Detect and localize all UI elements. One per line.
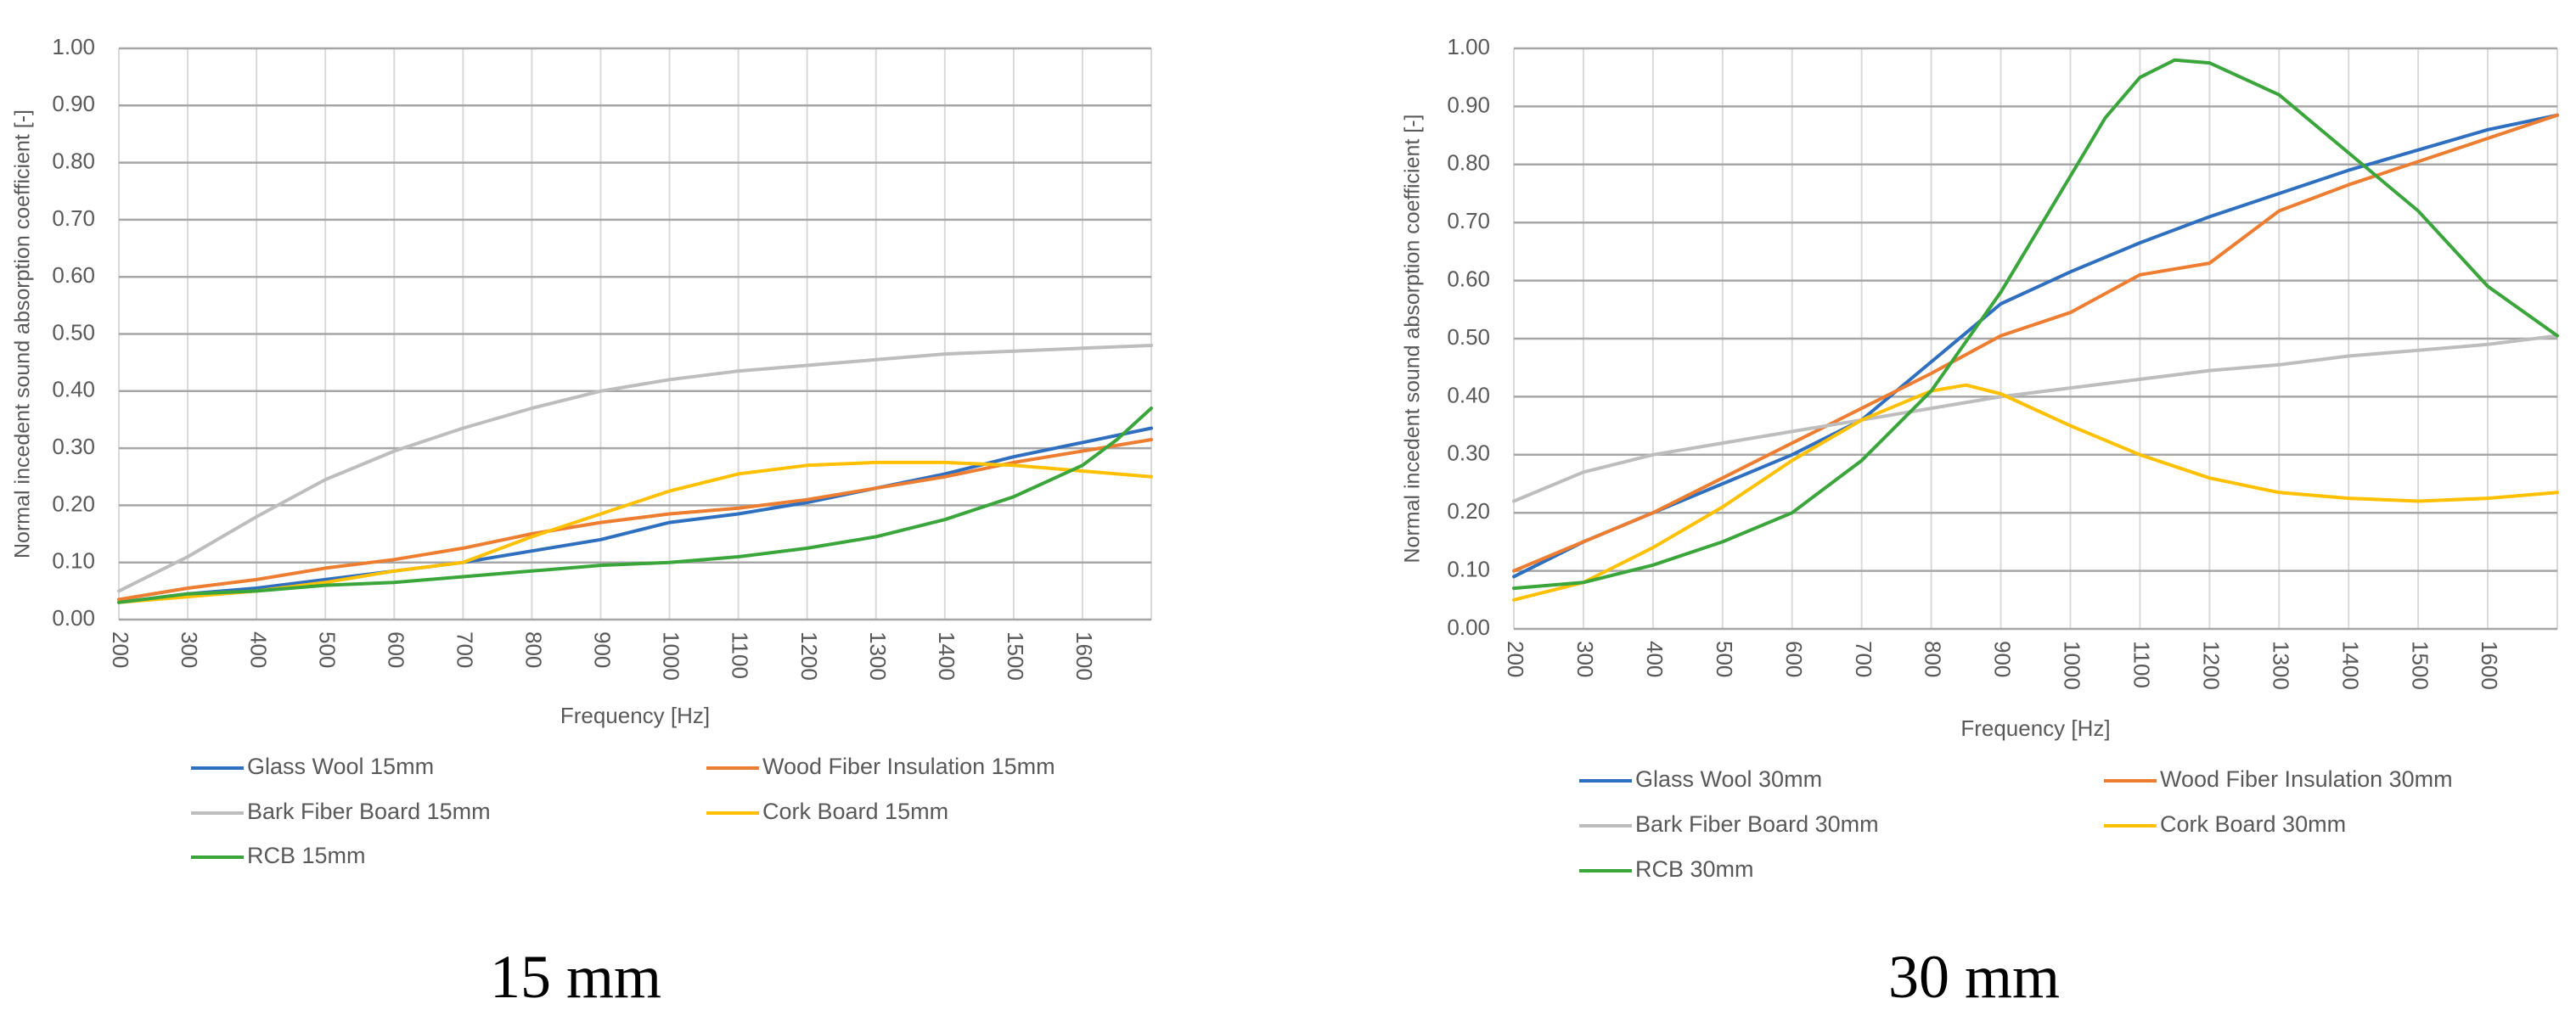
legend-item: Bark Fiber Board 15mm [191, 799, 491, 824]
legend-label: Glass Wool 30mm [1635, 766, 1822, 792]
x-tick-label: 1100 [2129, 641, 2155, 688]
x-tick-label: 300 [177, 631, 202, 668]
legend-item: Glass Wool 30mm [1579, 766, 1822, 792]
y-tick-label: 0.40 [52, 377, 95, 402]
y-tick-label: 0.60 [1447, 266, 1490, 291]
series-line-rcb-15mm [117, 407, 1153, 604]
x-tick-label: 400 [245, 631, 271, 668]
y-tick-label: 0.10 [52, 548, 95, 574]
legend-label: RCB 30mm [1635, 856, 1754, 882]
legend: Glass Wool 30mm Wood Fiber Insulation 30m… [1579, 766, 2453, 882]
y-tick-label: 1.00 [1447, 34, 1490, 59]
legend-item: Bark Fiber Board 30mm [1579, 811, 1879, 837]
legend-label: Cork Board 15mm [762, 799, 948, 824]
x-tick-label: 800 [521, 631, 547, 668]
series-line-bark-fiber-board-30mm [1512, 334, 2559, 503]
x-tick-label: 700 [452, 631, 477, 668]
series-line-wood-fiber-insulation-30mm [1512, 113, 2559, 573]
legend-label: Wood Fiber Insulation 30mm [2160, 766, 2453, 792]
y-tick-label: 0.70 [1447, 208, 1490, 233]
x-tick-label: 600 [1781, 641, 1807, 677]
x-tick-label: 1600 [1071, 631, 1097, 681]
legend-item: Wood Fiber Insulation 30mm [2104, 766, 2453, 792]
x-tick-label: 600 [383, 631, 408, 668]
y-tick-label: 0.60 [52, 262, 95, 288]
x-tick-label: 900 [590, 631, 616, 668]
x-tick-label: 1400 [2337, 641, 2363, 690]
series-line-wood-fiber-insulation-15mm [117, 438, 1153, 602]
y-tick-label: 0.80 [1447, 150, 1490, 176]
y-tick-label: 0.20 [1447, 498, 1490, 524]
y-tick-label: 0.50 [52, 319, 95, 345]
y-tick-label: 0.00 [1447, 614, 1490, 640]
series-line-glass-wool-30mm [1512, 113, 2559, 579]
x-tick-label: 1300 [865, 631, 891, 681]
series-line-rcb-30mm [1512, 58, 2559, 591]
panel-caption: 15 mm [490, 943, 661, 1011]
y-tick-label: 0.10 [1447, 556, 1490, 581]
legend: Glass Wool 15mm Wood Fiber Insulation 15m… [191, 754, 1055, 868]
y-tick-label: 0.70 [52, 205, 95, 231]
legend-item: RCB 30mm [1579, 856, 1754, 882]
x-tick-label: 500 [314, 631, 340, 668]
x-tick-label: 1500 [1003, 631, 1028, 681]
y-tick-label: 0.80 [52, 148, 95, 173]
x-tick-label: 1100 [728, 631, 753, 679]
y-tick-label: 0.20 [52, 491, 95, 516]
x-tick-label: 1500 [2407, 641, 2433, 690]
x-tick-label: 1600 [2477, 641, 2502, 690]
x-tick-label: 1200 [796, 631, 822, 681]
y-tick-label: 0.30 [1447, 440, 1490, 466]
panel-caption: 30 mm [1888, 943, 2060, 1011]
x-tick-label: 1300 [2268, 641, 2293, 690]
x-tick-label: 300 [1572, 641, 1598, 677]
legend-label: Bark Fiber Board 30mm [1635, 811, 1879, 837]
x-tick-label: 1000 [659, 631, 684, 681]
x-tick-label: 1000 [2060, 641, 2085, 690]
legend-label: RCB 15mm [247, 843, 366, 868]
x-tick-label: 500 [1712, 641, 1737, 677]
legend-item: Cork Board 15mm [706, 799, 948, 824]
y-tick-label: 0.40 [1447, 382, 1490, 407]
x-axis-title: Frequency [Hz] [560, 703, 710, 728]
x-axis-title: Frequency [Hz] [1960, 715, 2110, 741]
series-line-cork-board-30mm [1512, 383, 2559, 602]
x-tick-label: 1400 [934, 631, 959, 681]
legend-label: Wood Fiber Insulation 15mm [762, 754, 1055, 779]
y-tick-label: 0.90 [52, 91, 95, 116]
x-tick-label: 200 [108, 631, 133, 668]
series-line-bark-fiber-board-15mm [117, 344, 1153, 593]
y-tick-label: 0.90 [1447, 92, 1490, 117]
legend-item: Wood Fiber Insulation 15mm [706, 754, 1055, 779]
x-tick-label: 200 [1503, 641, 1528, 677]
x-tick-label: 800 [1921, 641, 1946, 677]
y-tick-label: 0.50 [1447, 324, 1490, 350]
legend-label: Bark Fiber Board 15mm [247, 799, 491, 824]
legend-item: Cork Board 30mm [2104, 811, 2346, 837]
x-tick-label: 700 [1851, 641, 1876, 677]
chart-panel-1: 200 300 400 500 600 700 800 900 1000 1100 1200 1300… [11, 34, 1153, 1011]
legend-item: RCB 15mm [191, 843, 366, 868]
x-tick-label: 1200 [2198, 641, 2224, 690]
legend-item: Glass Wool 15mm [191, 754, 434, 779]
y-tick-label: 0.30 [52, 434, 95, 459]
legend-label: Glass Wool 15mm [247, 754, 434, 779]
x-tick-label: 900 [1990, 641, 2016, 677]
y-axis-title: Normal incedent sound absorption coeffic… [11, 109, 35, 558]
legend-label: Cork Board 30mm [2160, 811, 2346, 837]
chart-panel-2: 200 300 400 500 600 700 800 900 1000 1100 1200 1300… [1401, 34, 2559, 1011]
y-tick-label: 0.00 [52, 605, 95, 631]
y-tick-label: 1.00 [52, 34, 95, 59]
x-tick-label: 400 [1642, 641, 1668, 677]
y-axis-title: Normal incedent sound absorption coeffic… [1401, 114, 1425, 563]
